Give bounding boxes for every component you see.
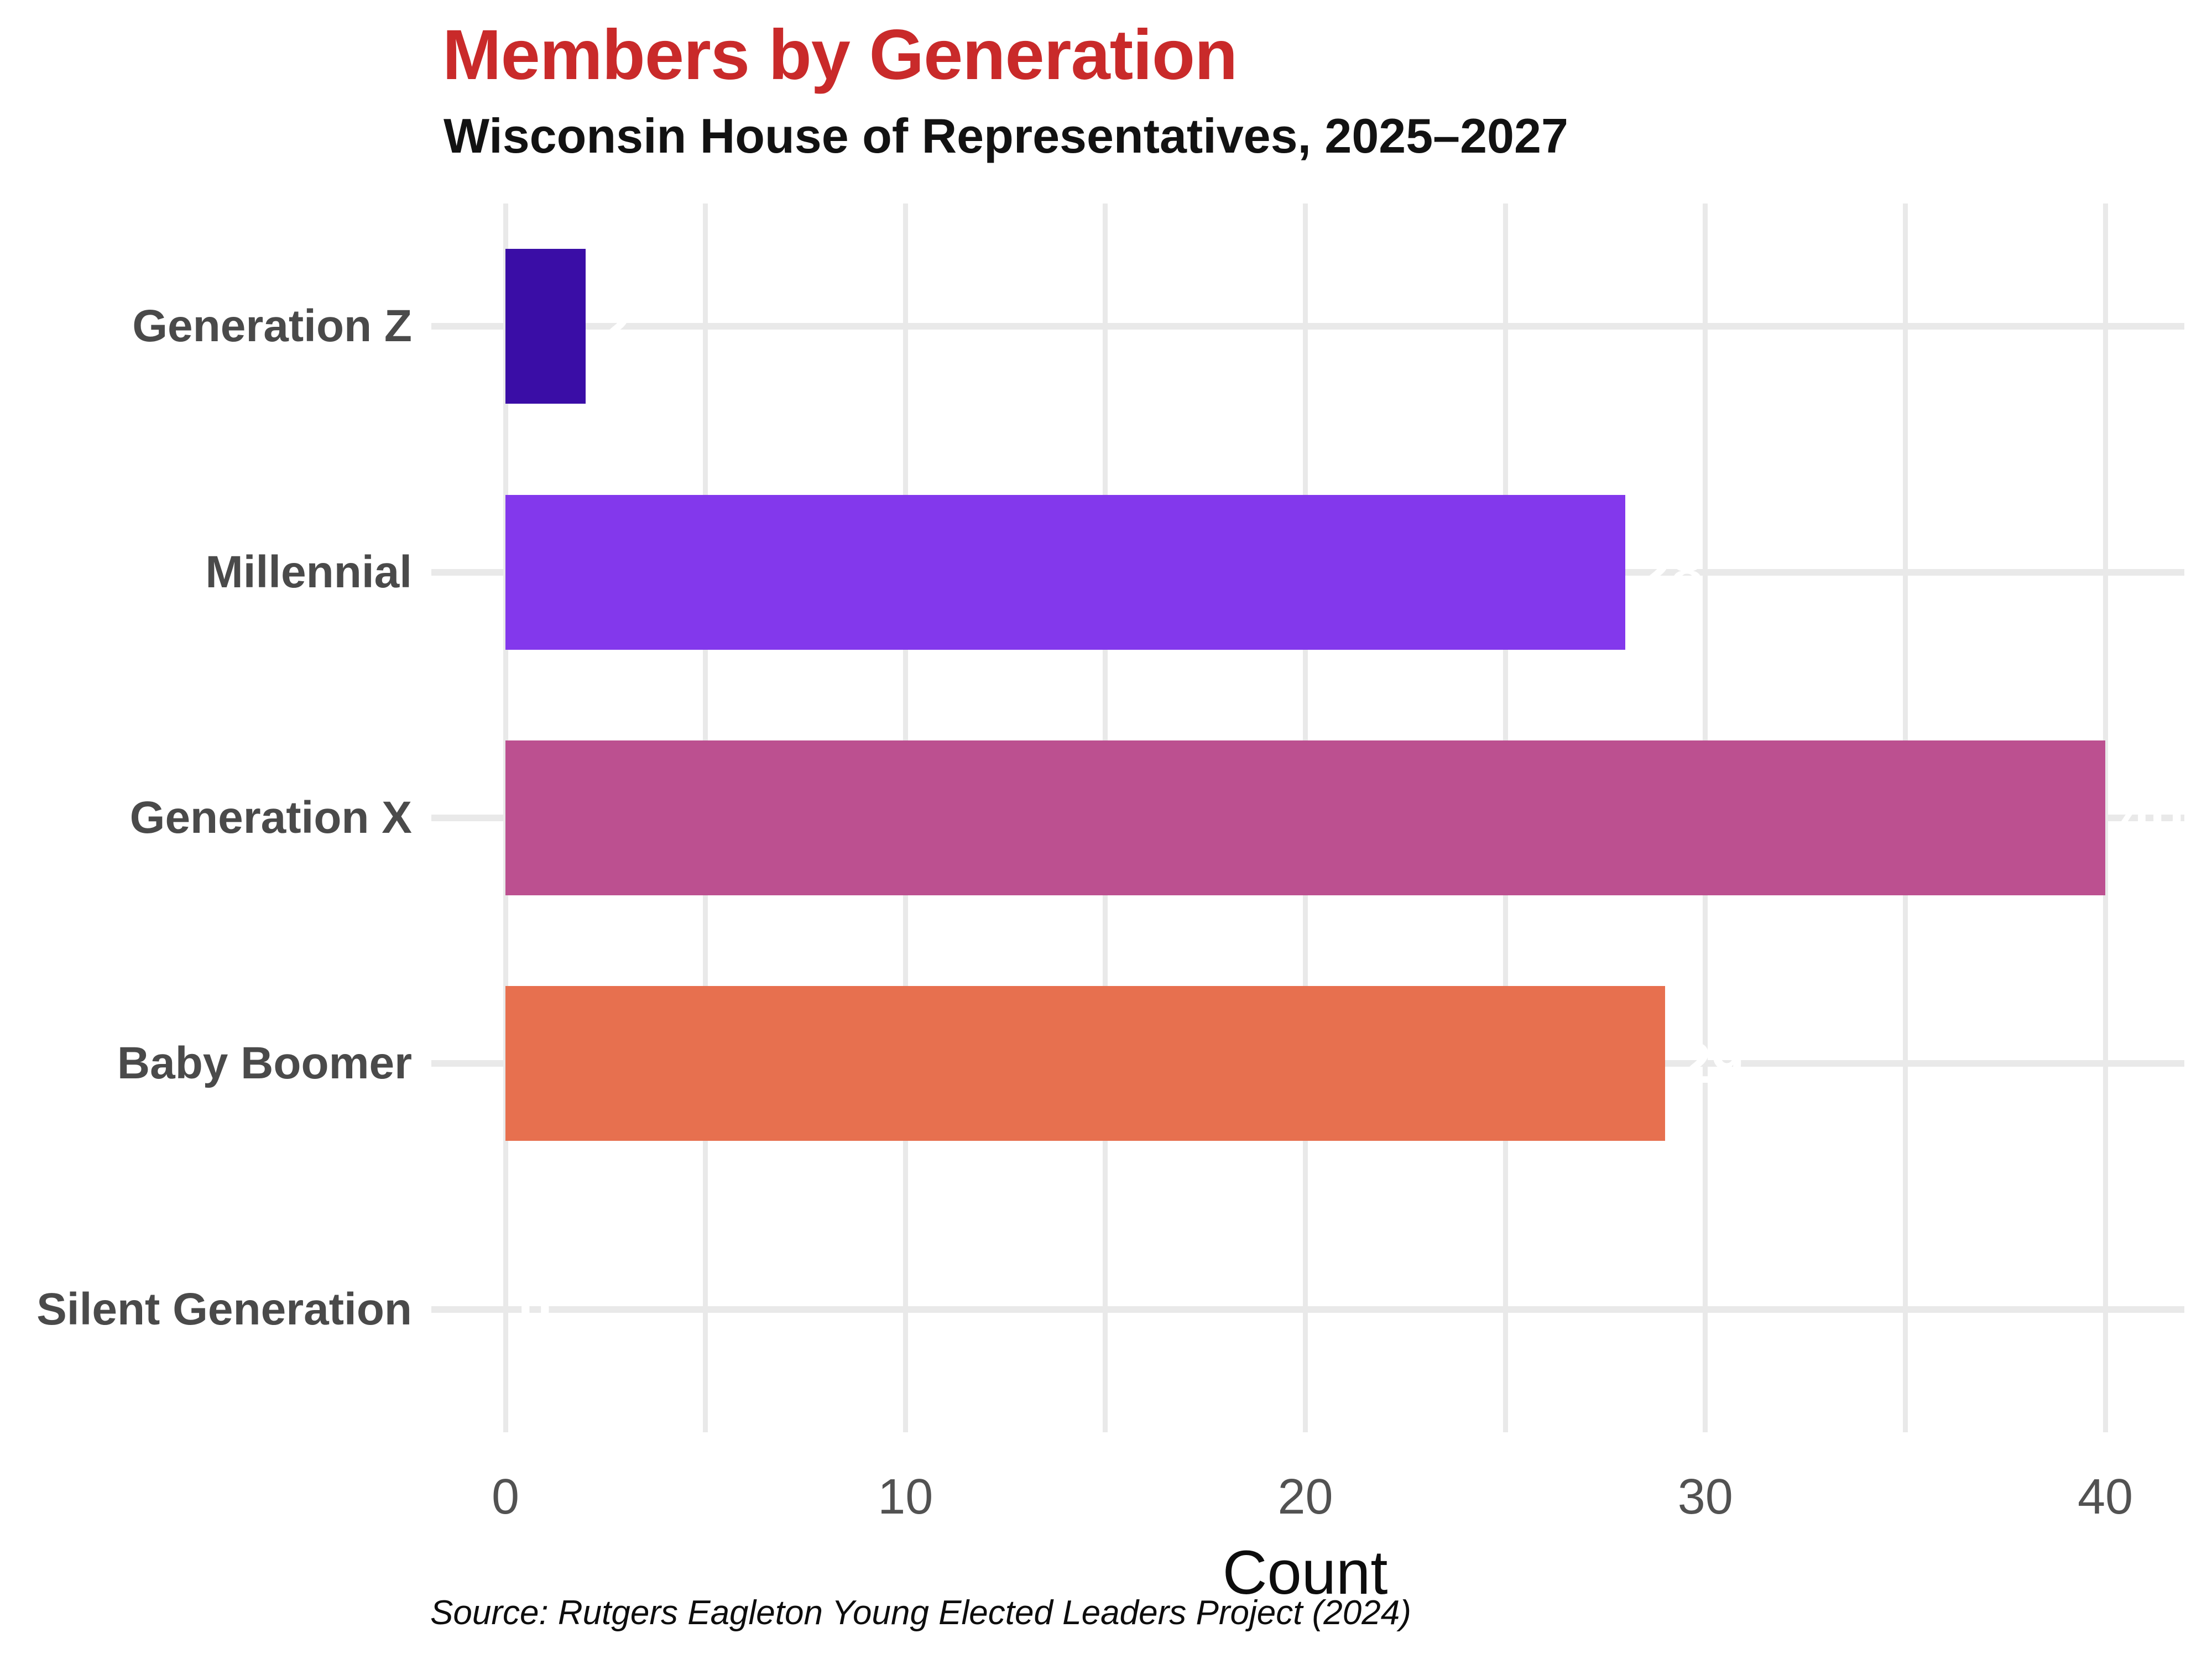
category-label-baby-boomer: Baby Boomer (117, 1038, 412, 1089)
bar-millennial (505, 494, 1626, 650)
category-label-generation-x: Generation X (129, 792, 412, 843)
category-label-millennial: Millennial (205, 546, 412, 597)
x-tick-0: 0 (491, 1469, 520, 1525)
x-tick-10: 10 (878, 1469, 933, 1525)
value-label: 29 (1679, 1031, 1744, 1096)
x-tick-30: 30 (1677, 1469, 1733, 1525)
value-label: 40 (2119, 786, 2183, 850)
value-label: 2 (599, 294, 632, 359)
chart-subtitle: Wisconsin House of Representatives, 2025… (444, 108, 1568, 163)
category-label-generation-z: Generation Z (132, 301, 412, 352)
value-label: 28 (1639, 540, 1703, 604)
chart-title: Members by Generation (442, 15, 1238, 95)
x-tick-40: 40 (2077, 1469, 2133, 1525)
x-axis-title: Count (1222, 1538, 1388, 1607)
row-gridline (431, 1306, 2184, 1313)
row-gridline (431, 323, 2184, 330)
bar-generation-x (505, 740, 2105, 895)
bar-generation-z (505, 249, 586, 404)
category-label-silent-generation: Silent Generation (36, 1284, 412, 1334)
bar-baby-boomer (505, 986, 1666, 1141)
value-label: 0 (519, 1277, 551, 1342)
source-note: Source: Rutgers Eagleton Young Elected L… (430, 1594, 1411, 1632)
x-tick-20: 20 (1277, 1469, 1333, 1525)
